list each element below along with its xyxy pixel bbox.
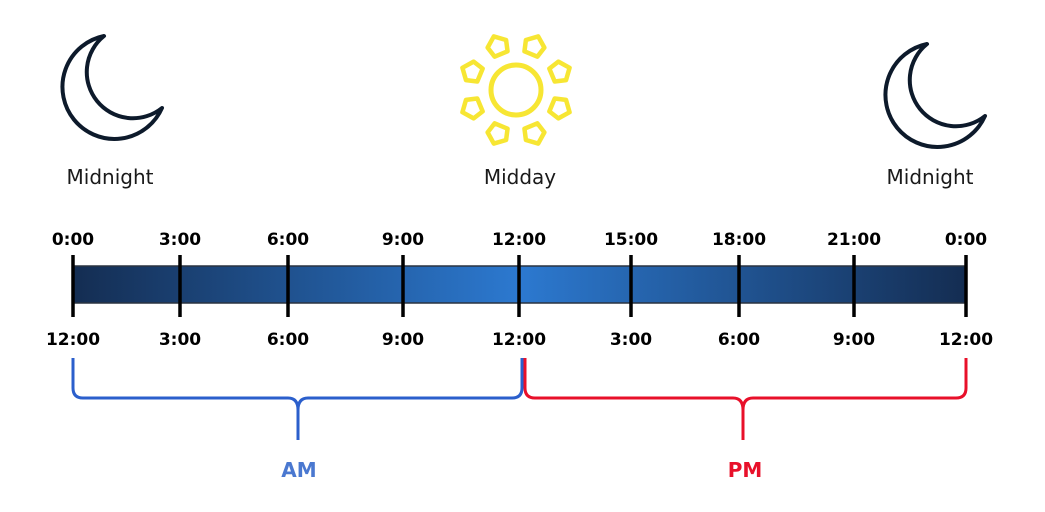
sun-ray [485, 121, 510, 146]
tick-label-24h: 15:00 [604, 230, 658, 250]
tick-label-24h: 18:00 [712, 230, 766, 250]
pm-label: PM [728, 458, 763, 482]
moon-icon [60, 34, 164, 141]
tick-label-12h: 6:00 [267, 330, 309, 350]
label-midnight-end: Midnight [887, 165, 974, 189]
sun-ray [460, 96, 485, 121]
tick-label-12h: 12:00 [492, 330, 546, 350]
tick-label-24h: 0:00 [945, 230, 987, 250]
am-label: AM [281, 458, 316, 482]
tick-label-12h: 6:00 [718, 330, 760, 350]
tick-label-12h: 12:00 [939, 330, 993, 350]
sun-ray [522, 121, 547, 146]
sun-ray [522, 34, 547, 59]
tick-label-24h: 0:00 [52, 230, 94, 250]
tick-label-24h: 3:00 [159, 230, 201, 250]
am-brace [71, 358, 524, 440]
tick-label-12h: 9:00 [382, 330, 424, 350]
sun-ray [485, 34, 510, 59]
pm-brace [523, 358, 968, 440]
sun-icon [460, 34, 572, 146]
tick-label-12h: 12:00 [46, 330, 100, 350]
tick-label-24h: 21:00 [827, 230, 881, 250]
sun-ray [547, 96, 572, 121]
tick-label-12h: 3:00 [610, 330, 652, 350]
moon-icon [883, 42, 987, 149]
label-midnight-start: Midnight [67, 165, 154, 189]
tick-label-12h: 9:00 [833, 330, 875, 350]
tick-label-24h: 12:00 [492, 230, 546, 250]
label-midday: Midday [484, 165, 556, 189]
sun-ray [460, 59, 485, 84]
tick-label-12h: 3:00 [159, 330, 201, 350]
sun-ray [547, 59, 572, 84]
tick-label-24h: 9:00 [382, 230, 424, 250]
tick-label-24h: 6:00 [267, 230, 309, 250]
